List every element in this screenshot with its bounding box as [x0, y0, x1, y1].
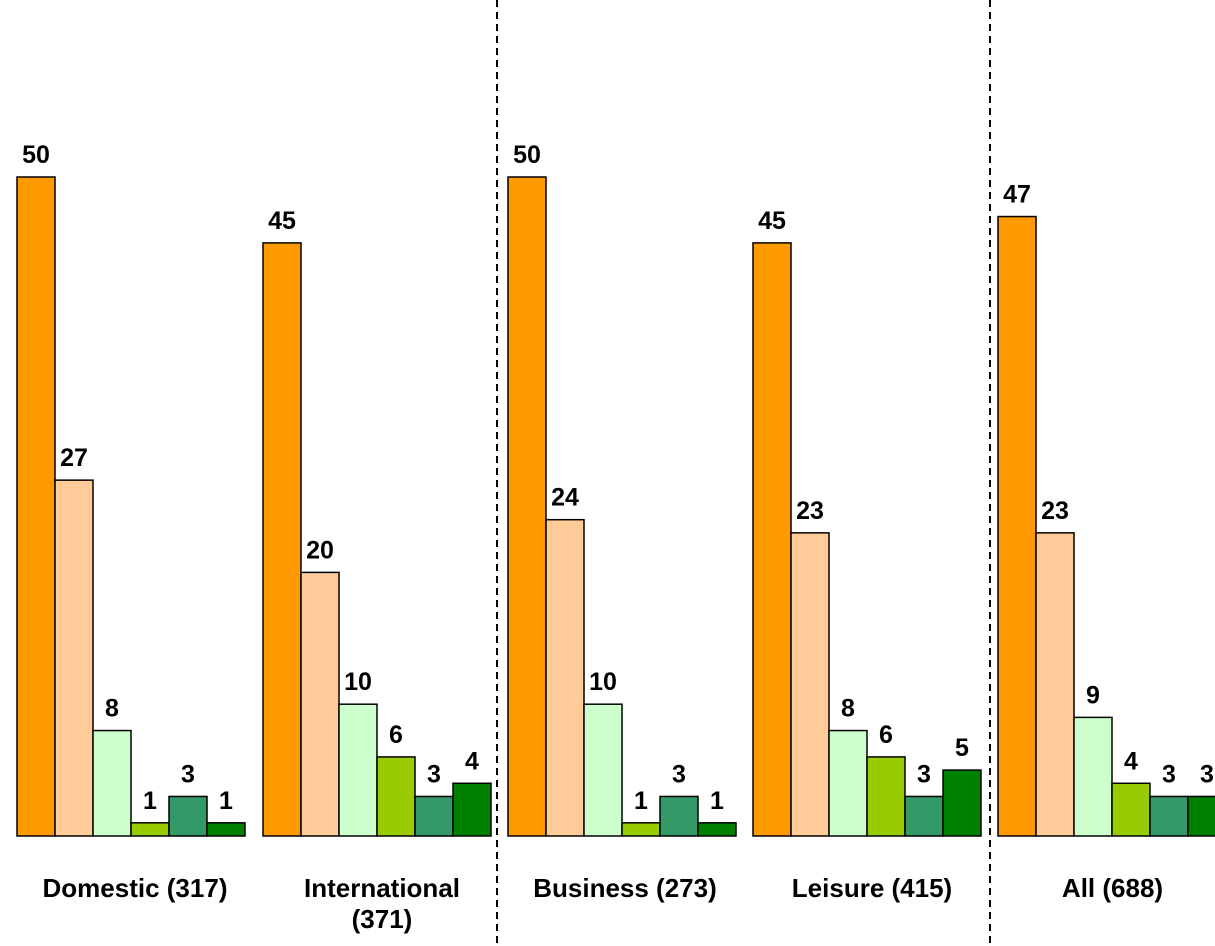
- data-label: 8: [841, 695, 855, 723]
- bar: [1149, 795, 1189, 837]
- bar: [828, 729, 868, 837]
- bar: [507, 176, 547, 837]
- bar: [376, 756, 416, 837]
- data-label: 3: [1162, 760, 1176, 788]
- data-label: 3: [1200, 760, 1214, 788]
- bar: [54, 479, 94, 837]
- bar: [752, 242, 792, 837]
- bar: [168, 795, 208, 837]
- data-label: 4: [1124, 747, 1138, 775]
- data-label: 10: [589, 668, 617, 696]
- bar: [997, 215, 1037, 837]
- bar: [659, 795, 699, 837]
- category-label-domestic: Domestic (317): [42, 873, 228, 903]
- data-label: 5: [955, 734, 969, 762]
- data-label: 4: [465, 747, 479, 775]
- category-label-leisure: Leisure (415): [791, 873, 953, 903]
- data-label: 1: [219, 787, 233, 815]
- data-label: 50: [22, 141, 50, 169]
- data-label: 6: [389, 721, 403, 749]
- data-label: 8: [105, 695, 119, 723]
- data-label: 24: [551, 484, 579, 512]
- data-label: 9: [1086, 681, 1100, 709]
- bar: [790, 532, 830, 837]
- data-label: 3: [672, 760, 686, 788]
- bar: [130, 822, 170, 837]
- data-label: 27: [60, 444, 88, 472]
- bar: [904, 795, 944, 837]
- data-label: 1: [710, 787, 724, 815]
- data-label: 3: [427, 760, 441, 788]
- bar: [1073, 716, 1113, 837]
- data-label: 1: [143, 787, 157, 815]
- bar: [1035, 532, 1075, 837]
- data-label: 45: [268, 207, 296, 235]
- data-label: 23: [796, 497, 824, 525]
- bar: [16, 176, 56, 837]
- data-label: 10: [344, 668, 372, 696]
- data-label: 3: [181, 760, 195, 788]
- bar: [300, 571, 340, 837]
- bar: [1111, 782, 1151, 837]
- data-label: 20: [306, 536, 334, 564]
- bar: [338, 703, 378, 837]
- category-label-all: All (688): [1061, 873, 1164, 903]
- data-label: 1: [634, 787, 648, 815]
- data-label: 47: [1003, 181, 1031, 209]
- category-label-business: Business (273): [533, 873, 717, 903]
- bar: [414, 795, 454, 837]
- data-label: 45: [758, 207, 786, 235]
- data-label: 6: [879, 721, 893, 749]
- data-label: 50: [513, 141, 541, 169]
- bar: [942, 769, 982, 837]
- bar: [583, 703, 623, 837]
- bar: [621, 822, 661, 837]
- data-label: 3: [917, 760, 931, 788]
- bar: [92, 729, 132, 837]
- data-label: 23: [1041, 497, 1069, 525]
- bar: [262, 242, 302, 837]
- bar: [545, 518, 585, 837]
- bar: [452, 782, 492, 837]
- bar: [206, 822, 246, 837]
- bar: [866, 756, 906, 837]
- category-label-international: International (371): [303, 873, 460, 934]
- bar: [1187, 795, 1215, 837]
- bar: [697, 822, 737, 837]
